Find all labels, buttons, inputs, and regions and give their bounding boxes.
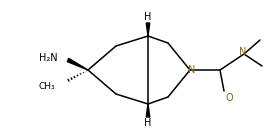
Text: N: N bbox=[239, 47, 247, 57]
Text: O: O bbox=[225, 93, 233, 103]
Text: CH₃: CH₃ bbox=[38, 81, 55, 90]
Polygon shape bbox=[146, 23, 150, 36]
Text: N: N bbox=[188, 65, 196, 75]
Text: H₂N: H₂N bbox=[39, 53, 58, 63]
Text: H: H bbox=[144, 12, 152, 22]
Polygon shape bbox=[146, 104, 150, 117]
Text: H: H bbox=[144, 118, 152, 128]
Polygon shape bbox=[67, 58, 88, 70]
